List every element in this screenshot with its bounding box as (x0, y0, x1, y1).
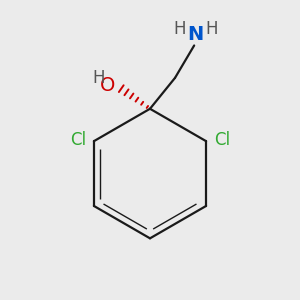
Text: H: H (205, 20, 217, 38)
Text: N: N (188, 25, 204, 44)
Text: O: O (100, 76, 116, 95)
Text: Cl: Cl (214, 131, 230, 149)
Text: H: H (174, 20, 186, 38)
Text: Cl: Cl (70, 131, 86, 149)
Text: H: H (92, 69, 105, 87)
